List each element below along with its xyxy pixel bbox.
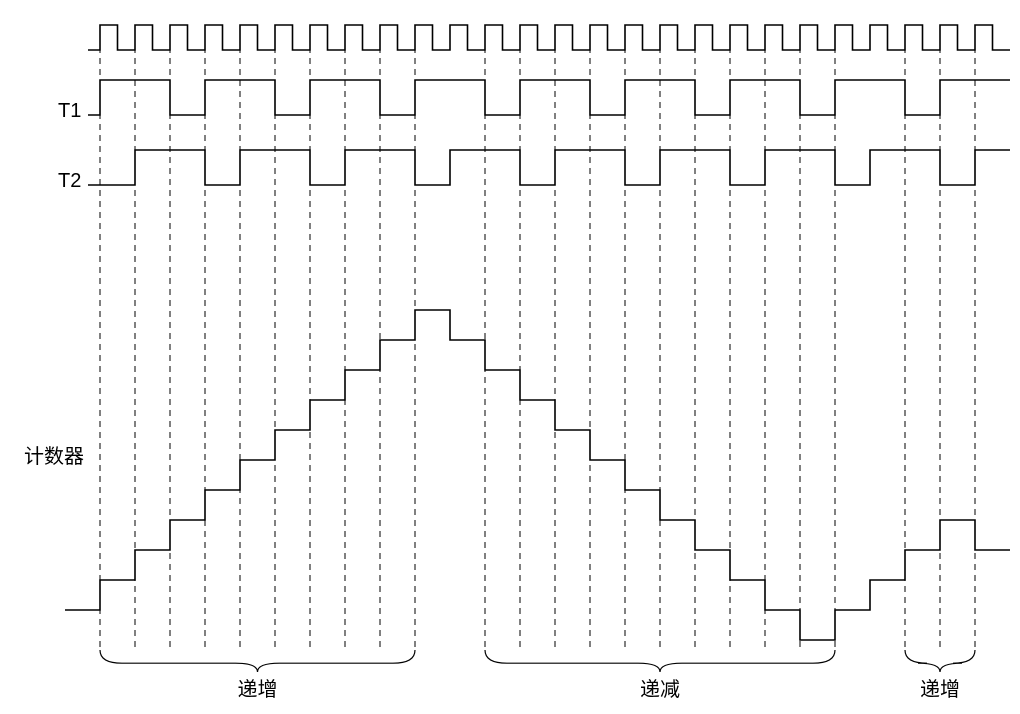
t2-waveform — [88, 150, 1010, 185]
section-label: 递增 — [920, 678, 960, 701]
counter-label: 计数器 — [24, 440, 84, 469]
timing-diagram: 递增 递减 递增 — [0, 0, 1020, 714]
section-brace — [905, 650, 975, 672]
section-label: 递减 — [640, 678, 680, 701]
t2-label: T2 — [58, 170, 81, 193]
t1-waveform — [88, 80, 1010, 115]
t1-label: T1 — [58, 100, 81, 123]
section-brace — [485, 650, 835, 672]
counter-waveform — [65, 310, 1010, 640]
clock-waveform — [88, 25, 1010, 50]
section-label: 递增 — [238, 678, 278, 701]
section-brace — [100, 650, 415, 672]
